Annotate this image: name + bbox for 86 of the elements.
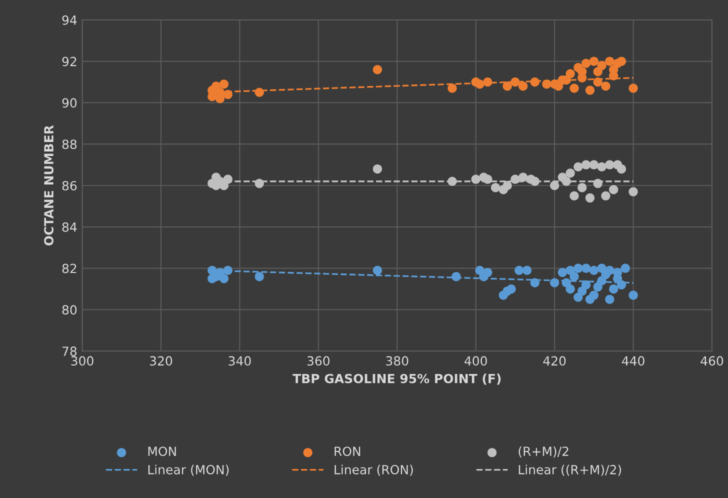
point — [522, 266, 532, 275]
x-tick-label: 340 — [228, 356, 251, 366]
point — [219, 274, 229, 284]
y-tick-label: 94 — [62, 15, 77, 25]
point — [597, 162, 606, 172]
point — [574, 264, 583, 273]
point — [605, 160, 614, 170]
point — [585, 86, 595, 95]
legend-label: Linear (RON) — [334, 464, 413, 476]
point — [601, 191, 610, 200]
point — [616, 56, 626, 66]
legend-label: MON — [148, 446, 176, 456]
x-axis-title: TBP GASOLINE 95% POINT (F) — [292, 374, 501, 385]
point — [550, 180, 560, 190]
point — [581, 264, 591, 273]
y-tick-label: 82 — [62, 264, 76, 274]
point — [518, 82, 528, 91]
y-tick-label: 78 — [62, 346, 77, 356]
legend-label: RON — [334, 446, 360, 456]
point — [608, 284, 618, 294]
point — [570, 191, 579, 200]
x-tick-label: 400 — [464, 356, 487, 366]
y-tick-label: 92 — [62, 56, 76, 66]
point — [574, 292, 583, 302]
y-tick-label: 80 — [62, 305, 77, 315]
point — [577, 67, 587, 76]
point — [566, 284, 575, 294]
y-axis-title: OCTANE NUMBER — [44, 125, 54, 246]
point — [574, 162, 583, 172]
x-tick-label: 320 — [150, 356, 172, 366]
y-tick-label: 90 — [62, 98, 77, 108]
point — [514, 266, 524, 275]
x-tick-label: 300 — [71, 356, 94, 366]
y-tick-label: 86 — [62, 180, 77, 190]
point — [577, 286, 587, 296]
legend-label: Linear (MON) — [148, 464, 229, 476]
point — [581, 160, 591, 170]
point — [585, 193, 595, 203]
point — [570, 84, 579, 93]
x-tick-label: 360 — [307, 356, 330, 366]
point — [518, 172, 528, 182]
point — [589, 266, 599, 275]
point — [628, 187, 638, 196]
point — [372, 164, 382, 174]
point — [581, 58, 591, 68]
point — [577, 182, 587, 192]
point — [620, 264, 630, 273]
point — [616, 164, 626, 174]
point — [554, 82, 564, 91]
point — [589, 56, 599, 66]
point — [483, 268, 492, 278]
point — [372, 266, 382, 275]
legend-label: Linear ((R+M)/2) — [518, 464, 622, 476]
point — [608, 185, 618, 194]
point — [219, 79, 229, 89]
point — [597, 60, 606, 70]
point — [628, 84, 638, 93]
point — [628, 290, 638, 300]
point — [502, 180, 512, 190]
point — [558, 268, 568, 278]
point — [372, 64, 382, 74]
point — [589, 160, 599, 170]
point — [506, 284, 516, 294]
point — [601, 270, 610, 280]
point — [605, 56, 614, 66]
point — [208, 274, 217, 284]
point — [254, 272, 264, 282]
point — [593, 67, 602, 76]
point — [601, 82, 610, 91]
point — [490, 182, 500, 192]
point — [448, 84, 457, 93]
point — [593, 282, 602, 292]
point — [215, 94, 225, 104]
point — [502, 82, 512, 91]
legend-label: (R+M)/2 — [518, 446, 568, 458]
x-tick-label: 440 — [622, 356, 644, 366]
point — [570, 272, 579, 282]
point — [605, 294, 614, 304]
x-tick-label: 380 — [386, 356, 408, 366]
point — [585, 294, 595, 304]
point — [566, 168, 575, 178]
y-tick-label: 84 — [62, 222, 77, 232]
point — [608, 64, 618, 74]
x-tick-label: 420 — [543, 356, 566, 366]
y-tick-label: 88 — [62, 140, 77, 150]
x-tick-label: 460 — [700, 356, 724, 366]
